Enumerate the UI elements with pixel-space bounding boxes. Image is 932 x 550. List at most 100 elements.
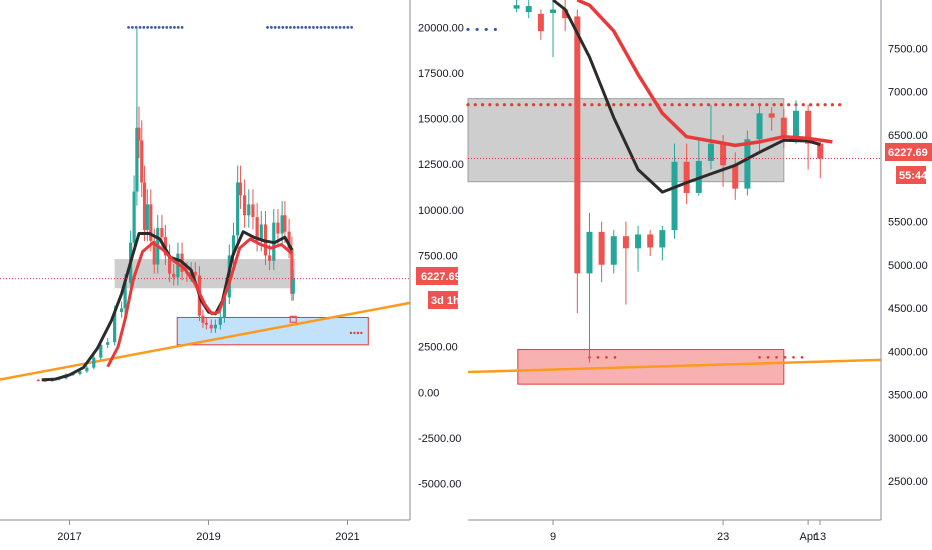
left-candle-body bbox=[92, 357, 96, 368]
left-candle-body bbox=[132, 191, 136, 243]
right-candle-body bbox=[525, 6, 532, 13]
left-zone-dot bbox=[356, 331, 360, 335]
left-candle-body bbox=[152, 240, 156, 265]
right-zone-dot bbox=[596, 356, 600, 359]
left-time-axis[interactable]: 2017 2019 2021 bbox=[0, 519, 410, 543]
right-red-dot bbox=[699, 103, 703, 107]
left-zone-grey bbox=[114, 259, 296, 289]
left-candle-body bbox=[243, 195, 247, 216]
left-x-tick-label: 2021 bbox=[335, 531, 359, 543]
left-candle-body bbox=[172, 273, 176, 278]
left-resistance-dot bbox=[176, 25, 180, 29]
left-candle-body bbox=[247, 204, 251, 216]
right-y-tick-label: 2500.00 bbox=[888, 476, 928, 488]
right-candle-body bbox=[732, 165, 739, 189]
left-ema-fast bbox=[106, 237, 293, 368]
right-red-dot bbox=[546, 103, 550, 107]
left-resistance-dot bbox=[269, 25, 273, 29]
left-countdown-text: 3d 1h bbox=[431, 295, 460, 307]
right-candle-body bbox=[574, 16, 581, 274]
right-red-dot bbox=[495, 103, 499, 107]
right-blue-dot bbox=[475, 27, 479, 32]
left-candle-body bbox=[213, 324, 218, 329]
right-trendline bbox=[467, 358, 882, 374]
right-candle-body bbox=[635, 234, 642, 249]
left-candle-body bbox=[222, 297, 227, 318]
right-red-dot bbox=[765, 103, 769, 107]
left-price-tag-text: 6227.69 bbox=[421, 271, 461, 283]
left-candle-body bbox=[123, 282, 127, 309]
left-candle-body bbox=[287, 231, 291, 249]
right-red-dot bbox=[619, 103, 623, 107]
right-red-dot bbox=[670, 103, 674, 107]
left-candle-body bbox=[135, 127, 139, 192]
left-resistance-dot bbox=[292, 25, 296, 29]
left-resistance-dot bbox=[161, 25, 165, 29]
right-ema-slow bbox=[552, 0, 821, 194]
left-zone-dot bbox=[360, 331, 363, 335]
left-candle-body bbox=[259, 224, 263, 241]
right-candle-body bbox=[805, 110, 812, 144]
left-candle-body bbox=[291, 278, 295, 294]
left-resistance-dot bbox=[277, 25, 281, 29]
right-chart-panel[interactable] bbox=[466, 0, 882, 385]
right-red-dot bbox=[816, 103, 820, 107]
right-y-tick-label: 5500.00 bbox=[888, 216, 928, 228]
right-level-dots bbox=[466, 27, 842, 359]
right-candle-body bbox=[707, 143, 714, 161]
right-red-dot bbox=[626, 103, 630, 107]
left-candle-body bbox=[238, 182, 243, 196]
left-y-tick-label: 20000.00 bbox=[418, 22, 464, 34]
left-resistance-dot bbox=[296, 25, 300, 29]
right-red-dot bbox=[772, 103, 776, 107]
left-candle-body bbox=[140, 140, 144, 183]
left-resistance-dot bbox=[346, 25, 350, 29]
right-zone-dot bbox=[792, 356, 795, 359]
left-candle-body bbox=[120, 308, 124, 312]
left-chart-panel[interactable] bbox=[0, 25, 411, 382]
left-y-tick-label: 17500.00 bbox=[418, 68, 464, 80]
right-red-dot bbox=[502, 103, 507, 107]
right-red-dot bbox=[728, 103, 732, 107]
right-x-tick-label: 13 bbox=[814, 531, 826, 543]
left-resistance-dot bbox=[350, 25, 354, 29]
left-resistance-dot bbox=[300, 25, 304, 29]
left-resistance-dot bbox=[315, 25, 319, 29]
left-resistance-dot bbox=[150, 25, 153, 29]
left-candle-body bbox=[231, 235, 236, 256]
left-moving-averages bbox=[41, 230, 294, 382]
right-red-dot bbox=[787, 103, 791, 107]
right-red-dot bbox=[830, 103, 835, 107]
right-price-axis[interactable]: 7500.00 7000.00 6500.00 5500.00 5000.00 4500.… bbox=[880, 0, 932, 520]
left-candle-body bbox=[276, 222, 280, 234]
right-price-tag-text: 6227.69 bbox=[888, 147, 928, 159]
right-red-dot bbox=[823, 103, 827, 107]
left-resistance-dot bbox=[308, 25, 311, 29]
left-y-tick-label: 7500.00 bbox=[418, 250, 458, 262]
left-trendline bbox=[0, 301, 411, 381]
left-resistance-dot bbox=[334, 25, 338, 29]
right-red-dot bbox=[634, 103, 638, 107]
right-red-dot bbox=[510, 103, 514, 107]
right-zone-dot bbox=[783, 356, 787, 359]
right-candle-body bbox=[756, 113, 763, 140]
left-resistance-dot bbox=[342, 25, 346, 29]
right-red-dot bbox=[692, 103, 696, 107]
right-y-tick-label: 5000.00 bbox=[888, 260, 928, 272]
left-candle-body bbox=[142, 182, 147, 230]
left-candle-body bbox=[255, 217, 259, 241]
right-y-tick-label: 4000.00 bbox=[888, 346, 928, 358]
right-red-dot bbox=[539, 103, 543, 107]
right-red-dot bbox=[568, 103, 572, 107]
left-price-tag bbox=[416, 267, 458, 285]
right-candle-body bbox=[622, 236, 629, 249]
right-red-dot bbox=[685, 103, 689, 107]
right-red-dot bbox=[663, 103, 667, 107]
left-resistance-dot bbox=[146, 25, 150, 29]
left-price-axis[interactable]: 20000.00 17500.00 15000.00 12500.00 10000.00… bbox=[409, 0, 464, 520]
left-resistance-dot bbox=[165, 25, 169, 29]
left-resistance-dots bbox=[127, 25, 354, 29]
left-ema-slow bbox=[41, 230, 294, 382]
